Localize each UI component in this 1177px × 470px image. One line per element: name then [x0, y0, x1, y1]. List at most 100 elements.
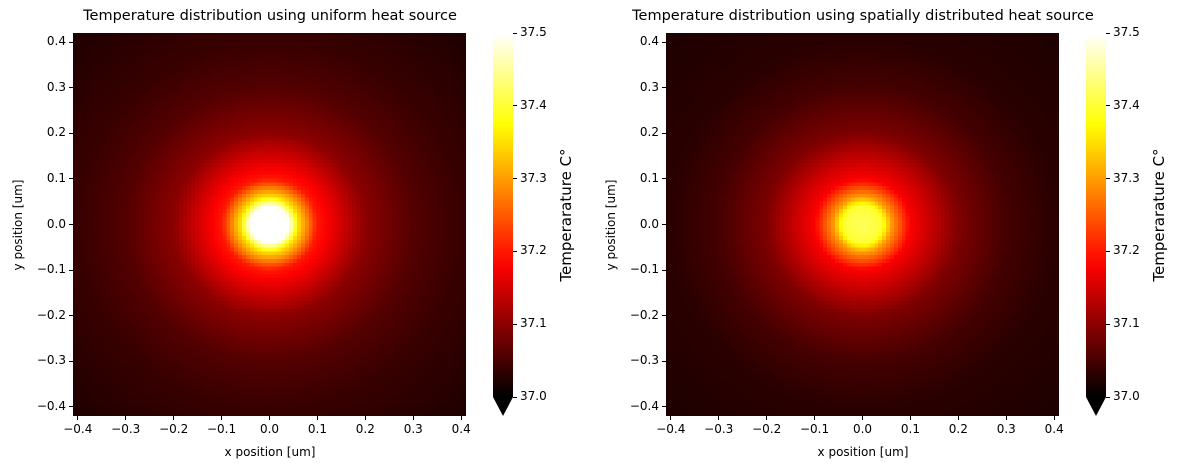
y-tick	[69, 87, 73, 89]
x-tick	[412, 416, 414, 420]
colorbar-tick	[1106, 396, 1110, 398]
y-tick-label: 0.2	[639, 125, 659, 140]
x-tick-label: 0.1	[900, 422, 920, 436]
y-tick	[662, 224, 666, 225]
colorbar-tick	[513, 323, 517, 325]
x-tick-label: −0.4	[63, 422, 93, 436]
x-axis-label: x position [um]	[817, 445, 909, 459]
x-tick	[862, 416, 863, 420]
colorbar-tick-label: 37.3	[1113, 170, 1140, 185]
x-tick-label: 0.4	[451, 422, 471, 436]
y-tick	[662, 315, 666, 317]
x-tick-label: −0.2	[752, 422, 782, 436]
x-tick-label: 0.0	[259, 422, 280, 436]
y-tick-label: −0.2	[36, 307, 66, 322]
x-tick	[460, 416, 462, 420]
x-tick-label: −0.3	[704, 422, 734, 436]
y-axis-label: y position [um]	[11, 179, 25, 271]
y-tick-label: 0.1	[639, 170, 659, 185]
y-tick	[662, 87, 666, 89]
colorbar-extend-min	[1086, 397, 1106, 416]
y-tick-label: −0.4	[629, 398, 659, 413]
y-tick-label: 0.4	[639, 34, 659, 49]
colorbar-tick-label: 37.3	[520, 170, 547, 185]
x-tick-label: 0.1	[307, 422, 327, 436]
y-tick	[662, 269, 666, 271]
colorbar-tick	[1106, 105, 1110, 107]
x-tick-label: −0.2	[159, 422, 189, 436]
y-tick-label: −0.3	[629, 353, 659, 368]
x-axis-label: x position [um]	[224, 445, 316, 459]
x-tick	[909, 416, 911, 420]
y-tick	[69, 269, 73, 271]
y-tick-label: −0.1	[36, 262, 66, 277]
chart-title: Temperature distribution using uniform h…	[83, 8, 457, 24]
x-tick	[1005, 416, 1007, 420]
y-tick-label: 0.0	[46, 216, 66, 231]
colorbar-tick	[513, 105, 517, 107]
x-tick	[125, 416, 127, 420]
colorbar-tick-label: 37.5	[520, 25, 547, 39]
x-tick-label: −0.1	[799, 422, 830, 436]
colorbar-extend-min	[493, 397, 513, 416]
y-tick	[69, 41, 73, 43]
y-tick-label: −0.3	[36, 353, 66, 368]
colorbar-tick-label: 37.0	[1113, 389, 1140, 403]
y-tick	[662, 41, 666, 43]
colorbar-tick	[513, 250, 517, 252]
colorbar-tick	[1106, 32, 1110, 34]
x-tick-label: 0.2	[355, 422, 375, 436]
x-tick	[1053, 416, 1055, 420]
panel-spatial: Temperature distribution using spatially…	[593, 0, 1177, 470]
heatmap-image	[666, 33, 1059, 416]
x-tick	[269, 416, 270, 420]
colorbar	[1086, 33, 1106, 416]
y-tick-label: 0.2	[46, 125, 66, 140]
y-tick-label: −0.1	[629, 262, 659, 277]
y-tick	[662, 360, 666, 362]
x-tick	[814, 416, 816, 420]
colorbar-tick-label: 37.0	[520, 389, 547, 403]
colorbar	[493, 33, 513, 416]
x-tick-label: 0.2	[948, 422, 968, 436]
colorbar-gradient	[1086, 33, 1106, 397]
heatmap-axes	[666, 33, 1059, 416]
x-tick-label: −0.3	[111, 422, 141, 436]
colorbar-tick-label: 37.2	[520, 243, 547, 258]
x-tick-label: −0.4	[656, 422, 686, 436]
y-axis-label: y position [um]	[604, 179, 618, 271]
y-tick	[69, 406, 73, 408]
colorbar-tick	[1106, 250, 1110, 252]
x-tick	[957, 416, 959, 420]
heatmap-axes	[73, 33, 466, 416]
x-tick	[173, 416, 175, 420]
colorbar-tick-label: 37.5	[1113, 25, 1140, 39]
colorbar-label: Temperarature C°	[1150, 148, 1168, 282]
y-tick-label: 0.0	[639, 216, 659, 231]
colorbar-gradient	[493, 33, 513, 397]
x-tick	[718, 416, 720, 420]
y-tick	[69, 178, 73, 180]
colorbar-tick	[513, 32, 517, 34]
colorbar-tick-label: 37.4	[1113, 97, 1140, 112]
y-tick	[662, 132, 666, 134]
heatmap-image	[73, 33, 466, 416]
colorbar-tick-label: 37.1	[1113, 316, 1140, 331]
x-tick-label: 0.4	[1044, 422, 1064, 436]
y-tick	[69, 224, 73, 225]
y-tick	[69, 360, 73, 362]
colorbar-tick	[513, 178, 517, 180]
y-tick-label: −0.4	[36, 398, 66, 413]
colorbar-tick-label: 37.1	[520, 316, 547, 331]
y-tick-label: 0.3	[639, 79, 659, 94]
x-tick-label: 0.3	[403, 422, 423, 436]
x-tick	[670, 416, 672, 420]
x-tick	[77, 416, 79, 420]
y-tick	[662, 406, 666, 408]
colorbar-label: Temperarature C°	[557, 148, 575, 282]
x-tick	[364, 416, 366, 420]
colorbar-tick	[1106, 178, 1110, 180]
colorbar-tick-label: 37.2	[1113, 243, 1140, 258]
y-tick-label: 0.1	[46, 170, 66, 185]
y-tick	[69, 315, 73, 317]
